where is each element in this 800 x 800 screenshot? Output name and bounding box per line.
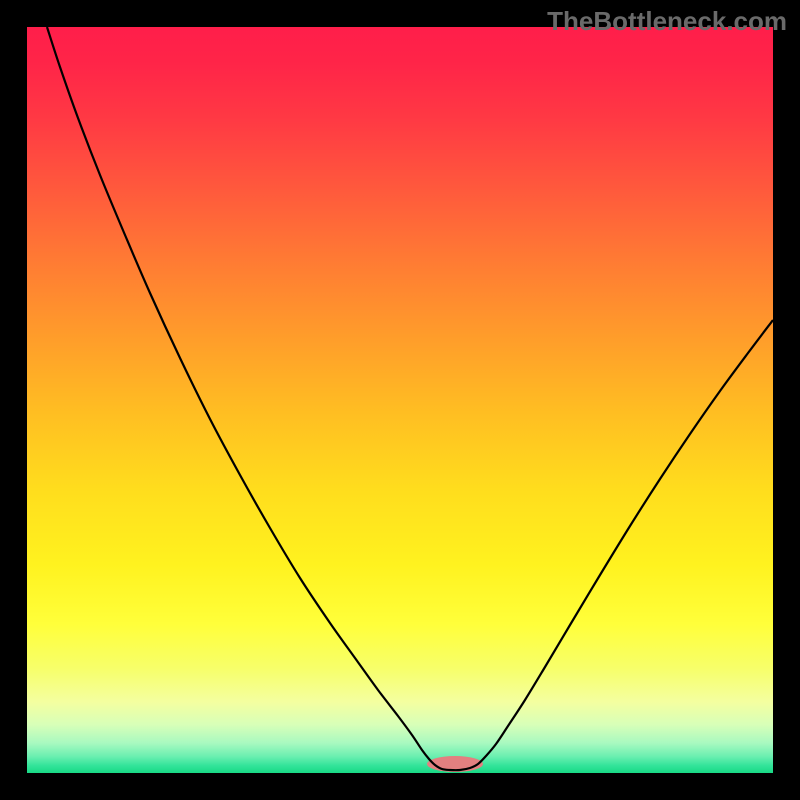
- chart-container: TheBottleneck.com: [0, 0, 800, 800]
- watermark-text: TheBottleneck.com: [547, 6, 787, 37]
- gradient-background: [27, 27, 773, 773]
- plot-area: [27, 27, 773, 773]
- plot-svg: [27, 27, 773, 773]
